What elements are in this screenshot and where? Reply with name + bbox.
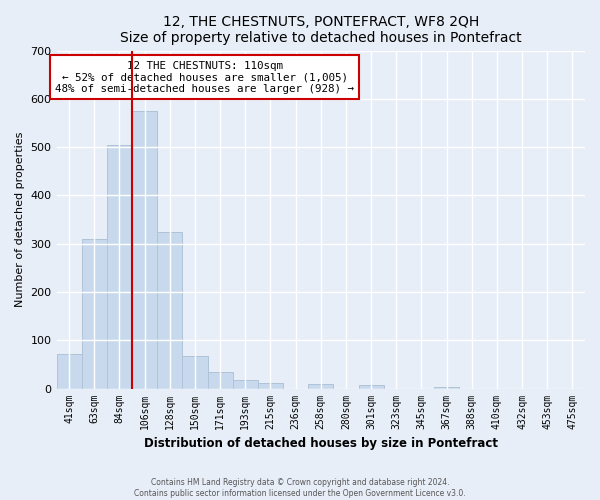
Text: 12 THE CHESTNUTS: 110sqm
← 52% of detached houses are smaller (1,005)
48% of sem: 12 THE CHESTNUTS: 110sqm ← 52% of detach… — [55, 60, 354, 94]
Bar — [182, 356, 208, 388]
Y-axis label: Number of detached properties: Number of detached properties — [15, 132, 25, 307]
Bar — [208, 372, 233, 388]
Bar — [132, 111, 157, 388]
Title: 12, THE CHESTNUTS, PONTEFRACT, WF8 2QH
Size of property relative to detached hou: 12, THE CHESTNUTS, PONTEFRACT, WF8 2QH S… — [120, 15, 521, 45]
Bar — [157, 232, 182, 388]
Bar — [107, 144, 132, 388]
X-axis label: Distribution of detached houses by size in Pontefract: Distribution of detached houses by size … — [144, 437, 498, 450]
Bar — [359, 385, 383, 388]
Bar — [308, 384, 334, 388]
Bar — [258, 383, 283, 388]
Bar — [434, 386, 459, 388]
Bar — [56, 354, 82, 388]
Bar — [82, 239, 107, 388]
Text: Contains HM Land Registry data © Crown copyright and database right 2024.
Contai: Contains HM Land Registry data © Crown c… — [134, 478, 466, 498]
Bar — [233, 380, 258, 388]
